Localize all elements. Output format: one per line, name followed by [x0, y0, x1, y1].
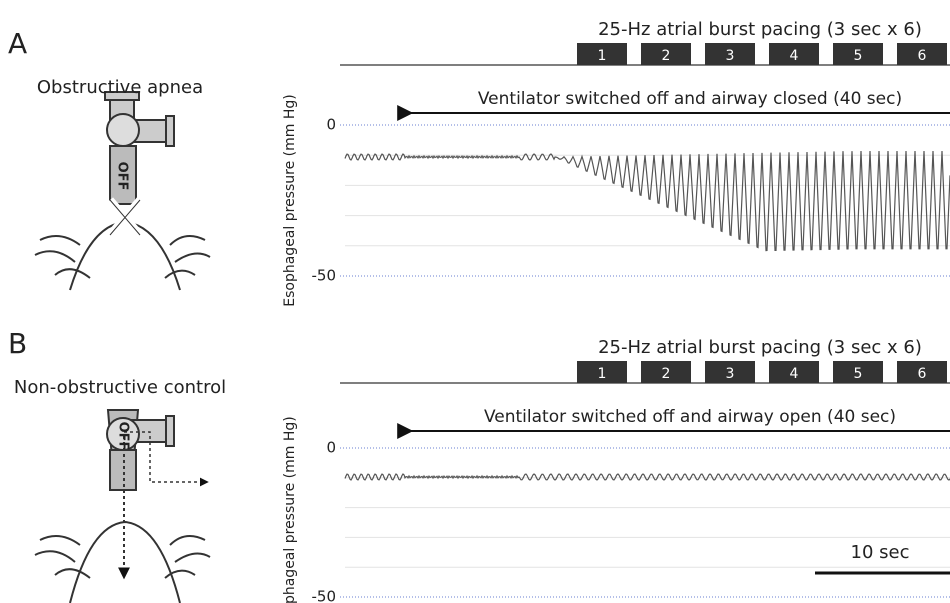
panel-title: Obstructive apnea: [37, 77, 203, 98]
pacing-block: [641, 43, 691, 65]
pacing-number: 5: [854, 366, 863, 382]
pacing-title: 25-Hz atrial burst pacing (3 sec x 6): [598, 337, 922, 358]
pacing-number: 3: [726, 48, 735, 64]
pacing-number: 4: [790, 366, 799, 382]
panel-label: B: [8, 327, 27, 360]
pacing-number: 3: [726, 366, 735, 382]
device-label: OFF: [115, 162, 130, 191]
pacing-number: 1: [598, 366, 607, 382]
panel-label: A: [8, 27, 27, 60]
pacing-block: [577, 361, 627, 383]
illustration-obstructive: [34, 91, 211, 291]
pacing-block: [705, 361, 755, 383]
pacing-block: [833, 361, 883, 383]
y-axis-label: Esophageal pressure (mm Hg): [282, 416, 298, 603]
pacing-number: 1: [598, 48, 607, 64]
panel-title: Non-obstructive control: [14, 377, 226, 398]
pacing-block: [641, 361, 691, 383]
illustration-control: [34, 409, 211, 603]
pacing-block: [897, 43, 947, 65]
pacing-block: [833, 43, 883, 65]
pacing-number: 4: [790, 48, 799, 64]
scale-bar-label: 10 sec: [851, 542, 910, 563]
pacing-block: [705, 43, 755, 65]
device-label: OFF: [116, 422, 131, 451]
pacing-block: [769, 361, 819, 383]
pacing-title: 25-Hz atrial burst pacing (3 sec x 6): [598, 19, 922, 40]
y-axis-label: Esophageal pressure (mm Hg): [282, 94, 298, 306]
pressure-trace: [344, 150, 950, 252]
y-tick-label: 0: [326, 439, 336, 457]
pacing-block: [897, 361, 947, 383]
pressure-trace: [344, 473, 950, 481]
pacing-block: [769, 43, 819, 65]
pacing-block: [577, 43, 627, 65]
arrow-text: Ventilator switched off and airway open …: [484, 407, 896, 427]
pacing-number: 6: [918, 48, 927, 64]
y-tick-label: -50: [312, 267, 337, 285]
pacing-number: 2: [662, 48, 671, 64]
y-tick-label: -50: [312, 588, 337, 603]
y-tick-label: 0: [326, 116, 336, 134]
pacing-number: 2: [662, 366, 671, 382]
pacing-number: 6: [918, 366, 927, 382]
pacing-number: 5: [854, 48, 863, 64]
arrow-text: Ventilator switched off and airway close…: [478, 89, 902, 109]
